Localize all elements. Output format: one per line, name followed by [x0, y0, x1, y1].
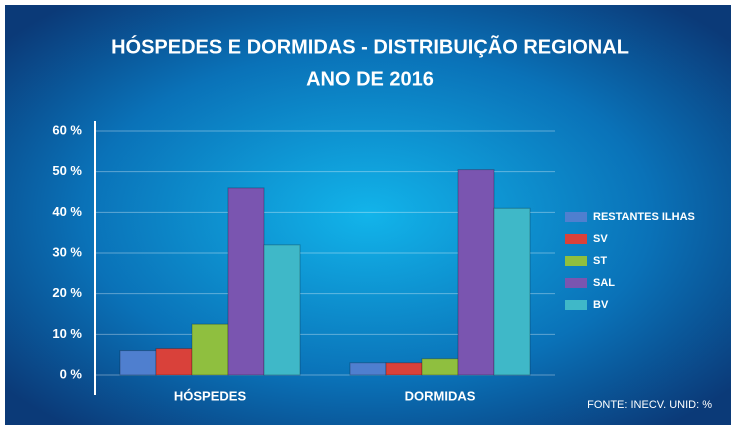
- source-note: FONTE: INECV. UNID: %: [587, 399, 712, 411]
- x-tick-label: HÓSPEDES: [174, 388, 247, 403]
- y-tick-label: 0 %: [60, 366, 83, 381]
- bar: [421, 358, 459, 376]
- legend-label: BV: [593, 299, 609, 311]
- y-tick-label: 40 %: [52, 204, 82, 219]
- y-tick-label: 50 %: [52, 163, 82, 178]
- bar: [349, 362, 387, 376]
- legend-swatch: [565, 256, 587, 266]
- x-tick-label: DORMIDAS: [405, 388, 476, 403]
- y-tick-label: 30 %: [52, 244, 82, 259]
- y-tick-label: 20 %: [52, 285, 82, 300]
- legend-label: SV: [593, 233, 608, 245]
- legend-swatch: [565, 234, 587, 244]
- chart-title: HÓSPEDES E DORMIDAS - DISTRIBUIÇÃO REGIO…: [111, 34, 629, 58]
- y-tick-label: 60 %: [52, 122, 82, 137]
- legend-swatch: [565, 212, 587, 222]
- y-tick-label: 10 %: [52, 326, 82, 341]
- bar: [263, 244, 301, 376]
- legend-swatch: [565, 278, 587, 288]
- bar: [493, 207, 531, 376]
- bar: [191, 323, 229, 376]
- bar: [119, 350, 157, 376]
- bar: [385, 362, 423, 376]
- legend-label: RESTANTES ILHAS: [593, 211, 695, 223]
- bar: [155, 348, 193, 376]
- bar: [227, 187, 265, 376]
- legend-label: ST: [593, 255, 607, 267]
- legend-swatch: [565, 300, 587, 310]
- bar: [457, 169, 495, 376]
- chart-subtitle: ANO DE 2016: [306, 68, 434, 90]
- legend-label: SAL: [593, 277, 615, 289]
